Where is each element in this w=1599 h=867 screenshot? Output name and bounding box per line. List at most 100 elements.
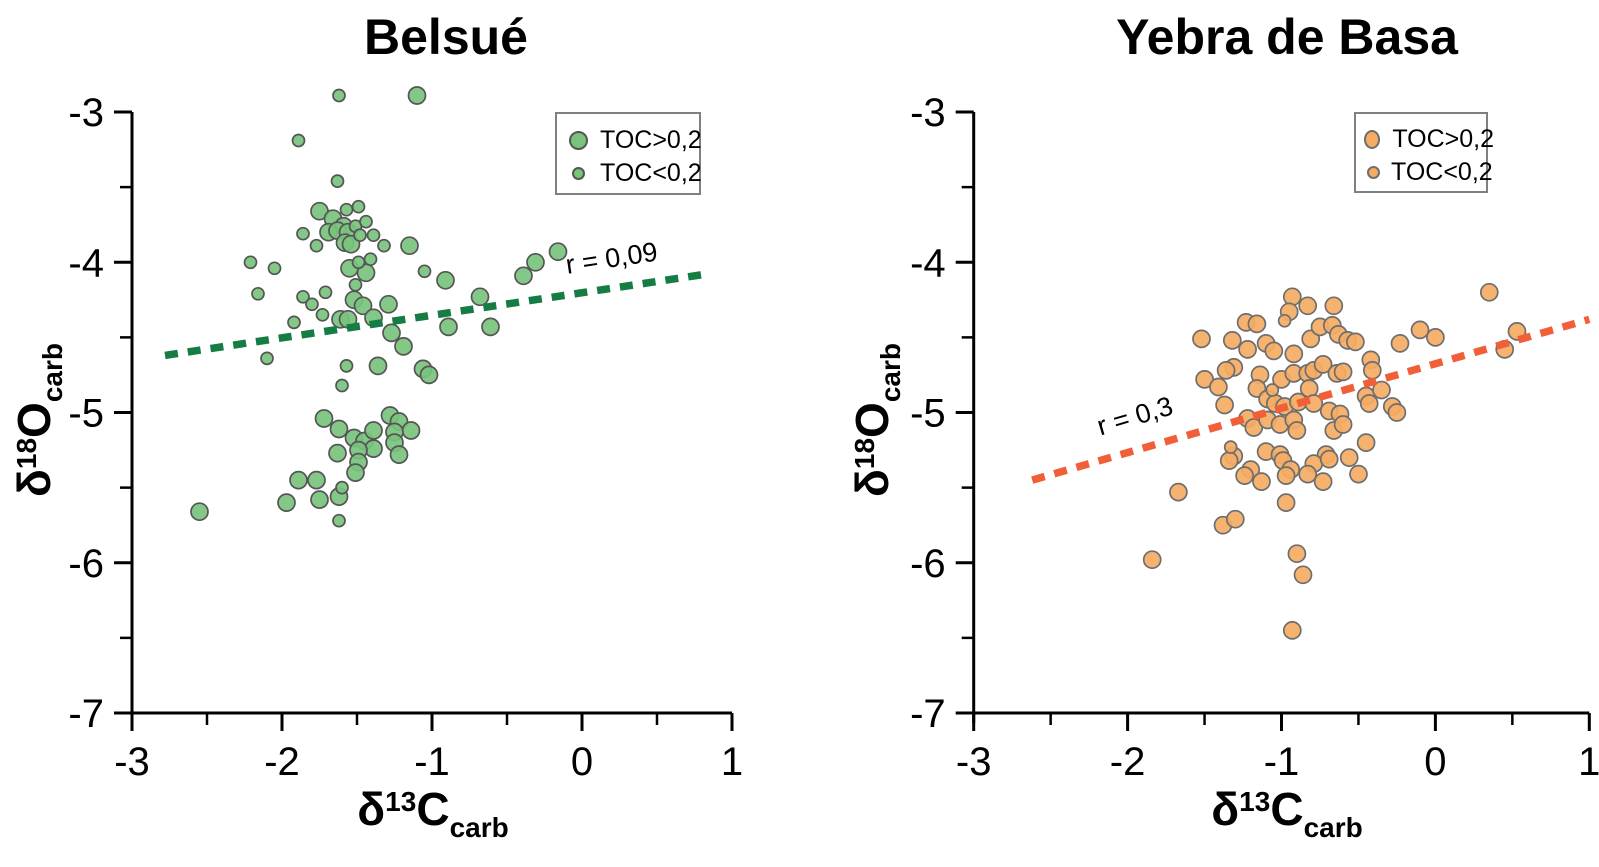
data-point <box>1225 509 1245 529</box>
data-point <box>1319 449 1339 469</box>
data-point <box>1282 621 1302 640</box>
data-point <box>1282 287 1302 307</box>
x-tick-label: -3 <box>114 740 150 784</box>
data-point <box>351 199 366 214</box>
x-tick-label: -2 <box>1110 740 1146 784</box>
data-point <box>1238 340 1257 359</box>
data-point <box>1333 415 1353 434</box>
data-point <box>368 356 388 376</box>
data-point <box>1284 344 1304 364</box>
data-point <box>348 277 363 292</box>
data-point <box>364 421 383 440</box>
data-point <box>339 359 354 373</box>
data-point <box>1169 482 1188 502</box>
data-point <box>1252 472 1271 491</box>
data-point <box>267 261 282 276</box>
data-point <box>287 315 301 330</box>
data-point <box>401 421 421 440</box>
legend-yebra: TOC>0,2 TOC<0,2 <box>1354 112 1494 193</box>
data-point <box>251 286 265 301</box>
data-point <box>1324 296 1344 316</box>
x-tick-label: 1 <box>721 740 743 784</box>
data-point <box>190 502 209 522</box>
data-point <box>382 323 401 343</box>
chart-title-belsue: Belsué <box>364 9 528 65</box>
data-point <box>1346 332 1365 352</box>
data-point <box>417 264 432 279</box>
data-point <box>339 202 354 217</box>
data-point <box>353 296 373 316</box>
data-point <box>307 470 326 490</box>
data-point <box>1410 320 1430 340</box>
data-point <box>1359 394 1379 413</box>
data-point <box>309 238 324 253</box>
y-axis-label-right: δ18Ocarb <box>846 343 906 497</box>
data-point <box>310 490 329 509</box>
data-point <box>1333 362 1353 382</box>
data-point <box>296 289 310 304</box>
data-point <box>1313 355 1333 374</box>
data-point <box>1426 328 1445 347</box>
data-point <box>470 287 490 307</box>
legend-item: TOC<0,2 <box>1356 156 1497 188</box>
x-tick-label: -3 <box>956 740 992 784</box>
data-point <box>363 252 378 267</box>
data-point <box>400 236 419 256</box>
data-point <box>1277 313 1292 328</box>
y-axis-label-left: δ18Ocarb <box>8 343 68 497</box>
data-point <box>359 214 373 229</box>
data-point <box>243 255 258 270</box>
data-point <box>1387 403 1407 422</box>
data-point <box>1192 329 1211 349</box>
data-point <box>1298 296 1318 316</box>
data-point <box>366 228 381 243</box>
legend-item-label: TOC<0,2 <box>600 158 702 187</box>
panel-plot-1: -3 -2 -1 0 1 -3 -4 -5 -6 -7 <box>910 91 1599 784</box>
data-point <box>289 470 308 490</box>
legend-belsue: TOC>0,2 TOC<0,2 <box>555 112 702 195</box>
data-point <box>419 365 439 385</box>
data-point <box>1362 361 1382 380</box>
data-point <box>1287 544 1307 564</box>
x-tick-label: -1 <box>414 740 450 784</box>
data-point <box>318 285 333 300</box>
trend-line <box>164 270 706 360</box>
legend-item: TOC>0,2 <box>557 124 711 156</box>
series-TOC>0,2 <box>190 86 568 522</box>
legend-marker-small-green <box>572 166 585 180</box>
data-point <box>1247 314 1267 334</box>
data-point <box>1142 550 1162 570</box>
x-tick-label: 0 <box>571 740 593 784</box>
data-point <box>305 297 319 312</box>
chart-title-yebra: Yebra de Basa <box>1116 9 1458 65</box>
data-point <box>329 419 349 439</box>
data-point <box>314 409 334 428</box>
data-point <box>260 351 274 366</box>
y-tick-label: -4 <box>910 241 946 285</box>
legend-marker-large-green <box>569 130 588 150</box>
data-point <box>1223 440 1238 454</box>
data-point <box>1219 451 1239 470</box>
data-point <box>1209 377 1228 397</box>
data-point <box>1287 421 1307 440</box>
data-point <box>353 228 367 243</box>
data-point <box>277 493 296 512</box>
data-point <box>346 463 365 482</box>
x-tick-label: 1 <box>1578 740 1599 784</box>
data-point <box>1313 472 1333 491</box>
tick-labels: -3 -2 -1 0 1 -3 -4 -5 -6 -7 <box>910 91 1599 784</box>
data-point <box>1349 464 1368 484</box>
data-point <box>332 88 346 103</box>
y-tick-label: -3 <box>68 91 104 135</box>
y-tick-label: -6 <box>68 542 104 586</box>
legend-marker-large-orange <box>1364 129 1381 149</box>
data-point <box>1479 282 1499 302</box>
x-tick-label: 0 <box>1424 740 1446 784</box>
data-point <box>1390 334 1410 353</box>
x-tick-label: -2 <box>264 740 300 784</box>
data-point <box>328 443 347 463</box>
legend-marker-small-orange <box>1367 165 1380 179</box>
axes <box>955 110 1591 731</box>
